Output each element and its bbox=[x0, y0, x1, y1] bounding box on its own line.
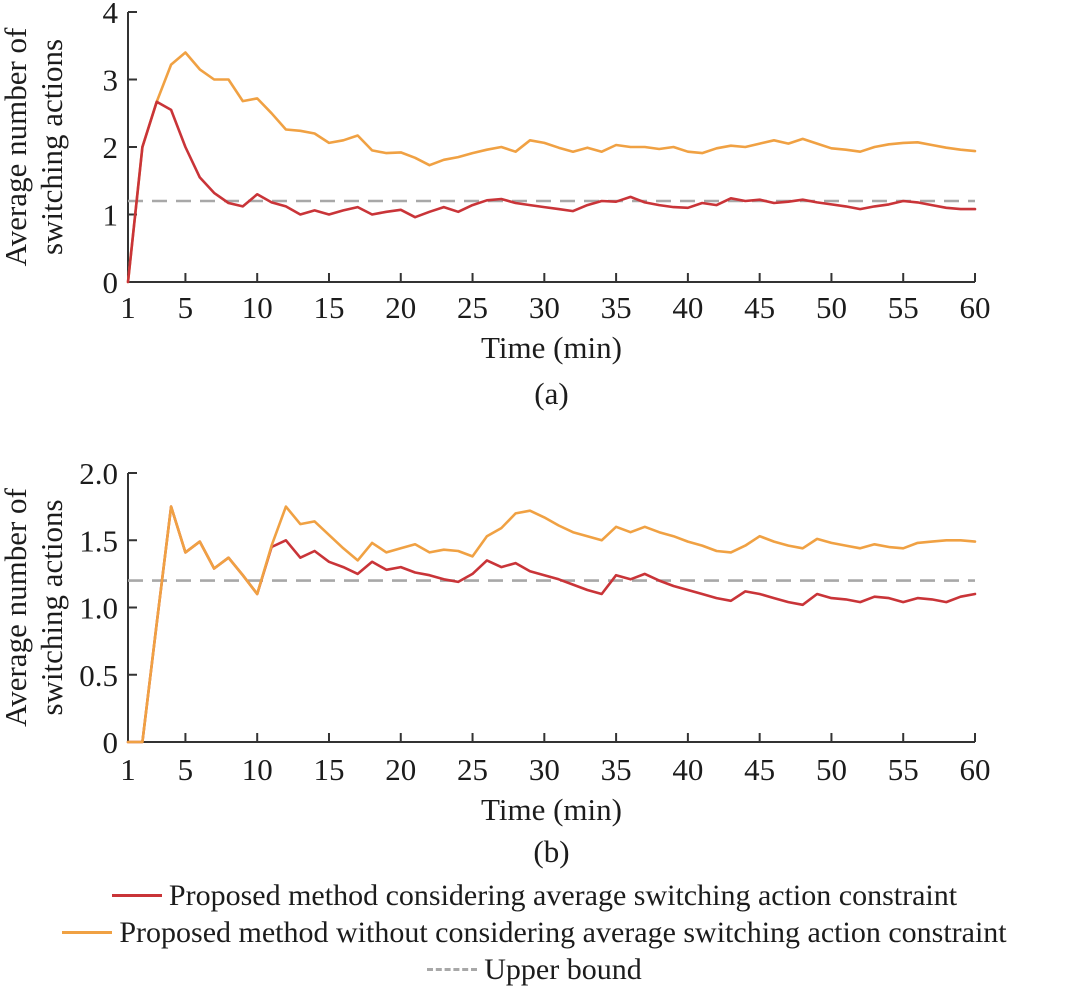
caption-a: (a) bbox=[534, 376, 568, 411]
x-axis-label-a: Time (min) bbox=[481, 330, 622, 365]
y-axis-label-a-line2: switching actions bbox=[34, 39, 69, 255]
x-tick-label-a: 40 bbox=[672, 290, 703, 325]
dashed-line-swatch bbox=[427, 968, 478, 971]
legend: Proposed method considering average swit… bbox=[0, 877, 1069, 988]
y-axis-label-b-line2: switching actions bbox=[34, 499, 69, 715]
series-line-with-constraint-a bbox=[126, 100, 977, 284]
x-tick-label-a: 25 bbox=[457, 290, 488, 325]
legend-label-without-constraint: Proposed method without considering aver… bbox=[119, 915, 1007, 949]
y-tick-label-a: 4 bbox=[103, 0, 119, 30]
x-tick-label-b: 55 bbox=[888, 752, 919, 787]
x-tick-label-a: 55 bbox=[888, 290, 919, 325]
caption-b: (b) bbox=[533, 834, 569, 869]
series-line-with-constraint-b bbox=[126, 505, 977, 744]
orange-line-swatch bbox=[62, 931, 113, 934]
x-tick-label-b: 1 bbox=[120, 752, 136, 787]
y-axis-label-a-line1: Average number of bbox=[0, 27, 33, 266]
legend-label-with-constraint: Proposed method considering average swit… bbox=[168, 878, 958, 912]
x-tick-label-b: 45 bbox=[744, 752, 775, 787]
x-tick-label-a: 35 bbox=[601, 290, 632, 325]
x-tick-label-b: 35 bbox=[601, 752, 632, 787]
x-tick-label-a: 60 bbox=[960, 290, 991, 325]
x-tick-label-b: 50 bbox=[816, 752, 847, 787]
x-tick-label-a: 45 bbox=[744, 290, 775, 325]
x-tick-label-a: 15 bbox=[313, 290, 344, 325]
x-tick-label-b: 40 bbox=[672, 752, 703, 787]
y-tick-label-a: 0 bbox=[103, 265, 119, 300]
x-tick-label-b: 15 bbox=[313, 752, 344, 787]
y-axis-label-b-line1: Average number of bbox=[0, 487, 33, 726]
x-tick-label-a: 5 bbox=[178, 290, 194, 325]
y-tick-label-a: 2 bbox=[103, 130, 119, 165]
x-tick-label-b: 5 bbox=[178, 752, 194, 787]
x-tick-label-b: 10 bbox=[242, 752, 273, 787]
y-tick-label-a: 3 bbox=[103, 63, 119, 98]
y-tick-label-b: 0 bbox=[103, 725, 119, 760]
x-tick-label-a: 50 bbox=[816, 290, 847, 325]
x-tick-label-b: 20 bbox=[385, 752, 416, 787]
legend-item-upper-bound: Upper bound bbox=[0, 951, 1069, 988]
series-line-without-constraint-b bbox=[126, 505, 977, 744]
x-tick-label-b: 30 bbox=[529, 752, 560, 787]
chart-b: 00.51.01.52.01 5 10 15 20 25 30 35 40 45 50 55 60Tim… bbox=[0, 456, 991, 869]
legend-item-without-constraint: Proposed method without considering aver… bbox=[0, 914, 1069, 951]
x-tick-label-a: 30 bbox=[529, 290, 560, 325]
legend-label-upper-bound: Upper bound bbox=[484, 952, 642, 986]
y-tick-label-a: 1 bbox=[103, 198, 119, 233]
axes-spines-a bbox=[127, 12, 975, 283]
x-tick-label-a: 1 bbox=[120, 290, 136, 325]
series-line-without-constraint-a bbox=[126, 51, 977, 284]
y-tick-label-b: 1.5 bbox=[79, 523, 118, 558]
x-axis-label-b: Time (min) bbox=[481, 792, 622, 827]
red-line-swatch bbox=[111, 894, 162, 897]
y-tick-label-b: 2.0 bbox=[79, 456, 118, 491]
axes-spines-b bbox=[127, 473, 975, 743]
y-tick-label-b: 1.0 bbox=[79, 591, 118, 626]
x-tick-label-b: 60 bbox=[960, 752, 991, 787]
x-tick-label-a: 20 bbox=[385, 290, 416, 325]
legend-item-with-constraint: Proposed method considering average swit… bbox=[0, 877, 1069, 914]
x-tick-label-b: 25 bbox=[457, 752, 488, 787]
x-tick-label-a: 10 bbox=[242, 290, 273, 325]
y-tick-label-b: 0.5 bbox=[79, 658, 118, 693]
